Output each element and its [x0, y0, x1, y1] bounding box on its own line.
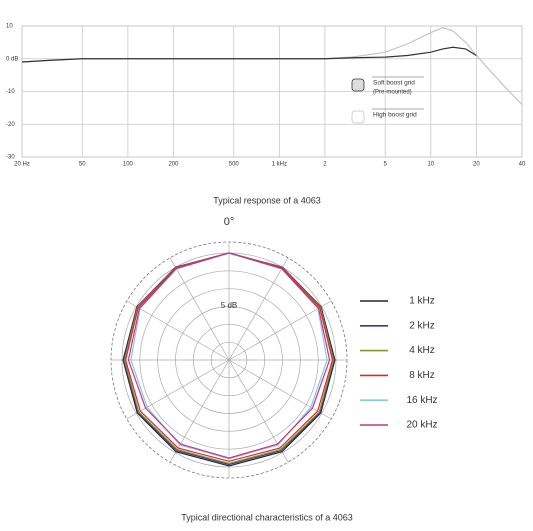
grid-spoke: [126, 300, 230, 361]
grid-spoke: [228, 257, 289, 361]
y-tick-label: 10: [6, 24, 13, 30]
chart-caption: Typical response of a 4063: [213, 195, 321, 205]
x-tick-label: 40: [519, 162, 526, 168]
y-tick-label: 0 dB: [6, 56, 18, 62]
grid-spoke: [126, 359, 230, 420]
legend-label: High boost grid: [373, 112, 417, 119]
data-line: [21, 46, 477, 63]
legend-label: 2 kHz: [409, 320, 435, 331]
x-tick-label: 100: [123, 162, 134, 168]
x-tick-label: 10: [427, 162, 434, 168]
x-tick-label: 20 Hz: [14, 162, 30, 168]
polar-line: [123, 252, 335, 465]
legend-icon: [351, 110, 365, 124]
grid-spoke: [228, 300, 332, 361]
x-tick-label: 50: [79, 162, 86, 168]
legend-label: Soft boost grid: [373, 80, 415, 87]
polar-line: [127, 252, 331, 459]
x-tick-label: 5: [384, 162, 388, 168]
legend-sublabel: (Pre-mounted): [373, 90, 412, 96]
y-tick-label: -20: [6, 122, 15, 128]
polar-line: [124, 252, 334, 462]
x-tick-label: 2: [323, 162, 327, 168]
grid-spoke: [228, 359, 332, 420]
x-tick-label: 1 kHz: [272, 162, 287, 168]
x-tick-label: 500: [229, 162, 240, 168]
legend-label: 8 kHz: [409, 370, 435, 381]
grid-spoke: [169, 257, 230, 361]
legend-label: 16 kHz: [406, 395, 437, 406]
zero-label: 0°: [224, 216, 235, 228]
chart-caption: Typical directional characteristics of a…: [181, 512, 353, 522]
legend-label: 1 kHz: [409, 296, 435, 307]
ring-label: 5 dB: [221, 301, 237, 310]
y-tick-label: -10: [6, 89, 15, 95]
polar-line: [130, 252, 328, 460]
legend-label: 4 kHz: [409, 345, 435, 356]
y-tick-label: -30: [6, 155, 15, 161]
x-tick-label: 20: [473, 162, 480, 168]
legend-icon: [351, 78, 365, 92]
x-tick-label: 200: [168, 162, 179, 168]
legend-label: 20 kHz: [406, 420, 437, 431]
